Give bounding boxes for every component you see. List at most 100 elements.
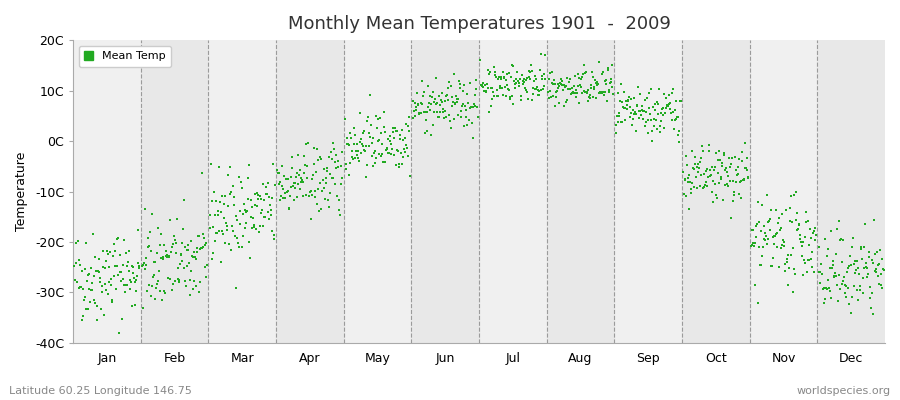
Point bbox=[426, 122, 440, 128]
Point bbox=[569, 87, 583, 94]
Point bbox=[458, 106, 473, 113]
Point bbox=[524, 62, 538, 68]
Point bbox=[489, 74, 503, 80]
Point bbox=[566, 88, 580, 95]
Point bbox=[260, 191, 274, 197]
Point bbox=[762, 218, 777, 224]
Point bbox=[227, 202, 241, 208]
Point bbox=[110, 236, 124, 242]
Point bbox=[301, 140, 315, 146]
Point bbox=[368, 148, 382, 154]
Point bbox=[872, 280, 886, 287]
Point bbox=[499, 77, 513, 84]
Point bbox=[593, 90, 608, 96]
Point bbox=[366, 135, 381, 142]
Point bbox=[806, 249, 820, 255]
Point bbox=[198, 264, 212, 270]
Point bbox=[473, 56, 488, 63]
Point bbox=[860, 271, 875, 277]
Point bbox=[773, 227, 788, 234]
Point bbox=[394, 150, 409, 156]
Point bbox=[646, 116, 661, 122]
Point bbox=[628, 110, 643, 117]
Point bbox=[547, 77, 562, 84]
Point bbox=[782, 205, 796, 212]
Point bbox=[179, 247, 194, 254]
Point bbox=[204, 256, 219, 262]
Point bbox=[89, 268, 104, 274]
Point bbox=[344, 134, 358, 141]
Point bbox=[199, 274, 213, 280]
Point bbox=[152, 242, 166, 248]
Point bbox=[572, 82, 587, 89]
Point bbox=[770, 244, 785, 251]
Point bbox=[313, 180, 328, 186]
Point bbox=[505, 93, 519, 99]
Point bbox=[716, 150, 731, 157]
Point bbox=[854, 246, 868, 253]
Point bbox=[168, 237, 183, 244]
Point bbox=[440, 85, 454, 92]
Point bbox=[759, 233, 773, 239]
Point bbox=[753, 262, 768, 268]
Point bbox=[386, 129, 400, 136]
Point bbox=[855, 256, 869, 262]
Point bbox=[76, 286, 91, 293]
Point bbox=[861, 254, 876, 260]
Point bbox=[392, 161, 407, 167]
Point bbox=[69, 240, 84, 246]
Point bbox=[341, 172, 356, 178]
Point bbox=[833, 236, 848, 242]
Point bbox=[100, 250, 114, 257]
Point bbox=[581, 98, 596, 104]
Point bbox=[428, 75, 443, 81]
Point bbox=[211, 212, 225, 218]
Point bbox=[788, 266, 802, 272]
Point bbox=[289, 174, 303, 180]
Point bbox=[129, 277, 143, 284]
Point bbox=[523, 76, 537, 82]
Point bbox=[840, 269, 854, 275]
Point bbox=[469, 86, 483, 92]
Point bbox=[632, 115, 646, 121]
Point bbox=[488, 68, 502, 75]
Point bbox=[687, 184, 701, 190]
Point bbox=[757, 236, 771, 242]
Point bbox=[598, 76, 613, 83]
Point bbox=[761, 219, 776, 225]
Point bbox=[200, 262, 214, 268]
Point bbox=[777, 242, 791, 249]
Point bbox=[551, 85, 565, 91]
Point bbox=[793, 236, 807, 242]
Point bbox=[490, 92, 504, 99]
Point bbox=[192, 233, 206, 240]
Point bbox=[835, 237, 850, 243]
Point bbox=[488, 72, 502, 78]
Point bbox=[92, 268, 106, 275]
Point bbox=[491, 93, 506, 100]
Point bbox=[702, 148, 716, 154]
Point bbox=[814, 260, 828, 267]
Point bbox=[430, 109, 445, 115]
Point bbox=[188, 256, 202, 262]
Point bbox=[68, 277, 82, 284]
Point bbox=[518, 87, 533, 93]
Point bbox=[439, 114, 454, 120]
Point bbox=[703, 173, 717, 180]
Point bbox=[796, 272, 810, 278]
Point bbox=[147, 258, 161, 265]
Point bbox=[775, 211, 789, 218]
Point bbox=[266, 232, 281, 238]
Point bbox=[728, 154, 742, 160]
Point bbox=[284, 154, 299, 160]
Point bbox=[303, 216, 318, 222]
Title: Monthly Mean Temperatures 1901  -  2009: Monthly Mean Temperatures 1901 - 2009 bbox=[288, 15, 670, 33]
Point bbox=[610, 90, 625, 96]
Point bbox=[857, 265, 871, 272]
Point bbox=[124, 303, 139, 309]
Point bbox=[791, 220, 806, 227]
Point bbox=[487, 64, 501, 70]
Point bbox=[748, 281, 762, 288]
Point bbox=[678, 176, 692, 183]
Point bbox=[599, 98, 614, 104]
